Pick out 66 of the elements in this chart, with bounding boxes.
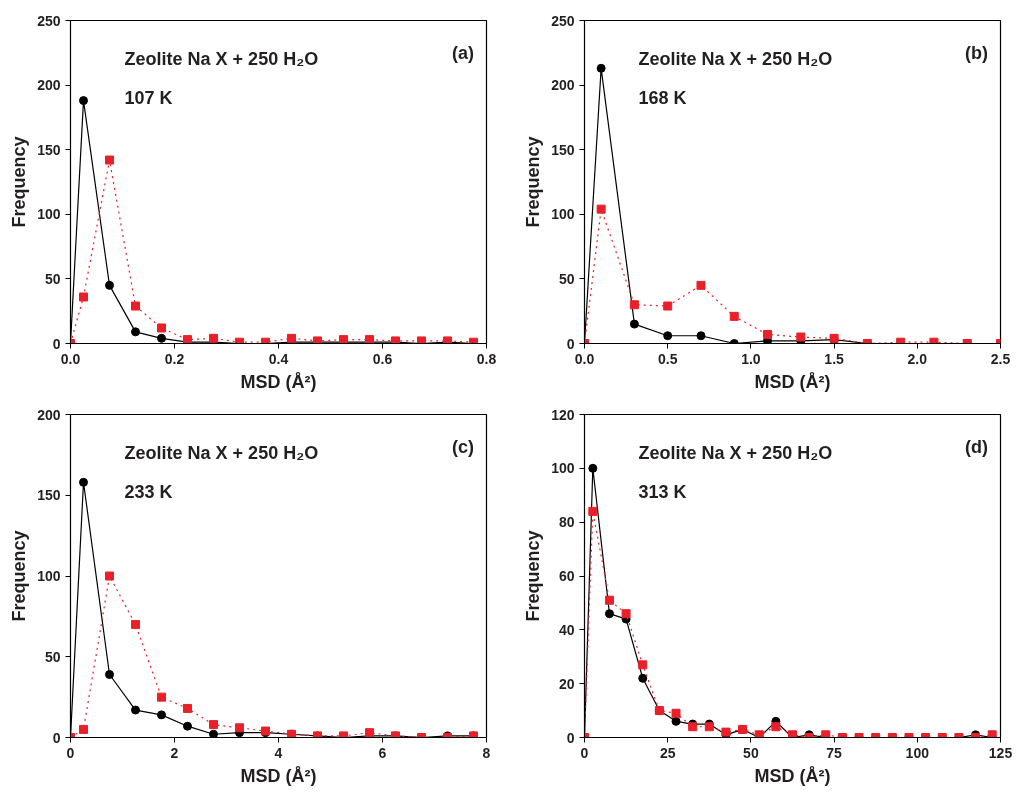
y-tick-label: 200 (551, 77, 575, 94)
x-tick-label: 0.0 (60, 350, 81, 367)
annotation: 233 K (124, 482, 173, 503)
y-tick-label: 0 (566, 729, 575, 746)
annotation: (c) (452, 436, 475, 457)
y-tick-label: 50 (558, 270, 575, 287)
y-tick-label: 40 (558, 621, 575, 638)
x-tick-label: 2 (170, 744, 179, 761)
x-axis-title: MSD (Å²) (754, 371, 831, 392)
annotation: 107 K (124, 88, 173, 109)
annotation: Zeolite Na X + 250 H₂O (124, 443, 319, 464)
x-tick-label: 0 (580, 744, 589, 761)
x-tick-label: 0.4 (268, 350, 289, 367)
annotation: (d) (965, 436, 989, 457)
y-axis-title: Frequency (9, 136, 30, 228)
x-axis-title: MSD (Å²) (240, 371, 317, 392)
y-tick-label: 50 (44, 270, 61, 287)
x-tick-label: 0.6 (372, 350, 393, 367)
x-tick-label: 0.5 (657, 350, 678, 367)
y-tick-label: 50 (44, 648, 61, 665)
annotation: (a) (452, 42, 475, 63)
y-tick-label: 250 (551, 12, 575, 29)
x-tick-label: 2.0 (907, 350, 928, 367)
x-tick-label: 75 (826, 744, 843, 761)
annotation: 313 K (638, 482, 687, 503)
y-tick-label: 250 (37, 12, 61, 29)
x-tick-label: 2.5 (990, 350, 1011, 367)
annotation: Zeolite Na X + 250 H₂O (638, 49, 833, 70)
x-tick-label: 50 (743, 744, 759, 761)
y-tick-label: 80 (558, 514, 575, 531)
y-tick-label: 100 (37, 206, 61, 223)
y-tick-label: 200 (37, 406, 61, 423)
x-tick-label: 125 (988, 744, 1013, 761)
x-tick-label: 4 (274, 744, 283, 761)
x-tick-label: 1.0 (741, 350, 761, 367)
x-tick-label: 25 (659, 744, 676, 761)
y-tick-label: 100 (551, 206, 575, 223)
x-tick-label: 0.8 (476, 350, 497, 367)
x-tick-label: 6 (378, 744, 387, 761)
y-tick-label: 0 (52, 335, 61, 352)
x-tick-label: 0.2 (164, 350, 185, 367)
annotation: 168 K (638, 88, 687, 109)
x-tick-label: 8 (482, 744, 491, 761)
y-tick-label: 200 (37, 77, 61, 94)
y-axis-title: Frequency (523, 530, 544, 622)
y-tick-label: 0 (52, 729, 61, 746)
y-tick-label: 60 (558, 568, 575, 584)
y-tick-label: 150 (551, 141, 575, 158)
x-axis-title: MSD (Å²) (240, 765, 317, 786)
annotation: Zeolite Na X + 250 H₂O (638, 443, 833, 464)
y-tick-label: 100 (37, 568, 61, 584)
y-axis-title: Frequency (523, 136, 544, 228)
y-tick-label: 150 (37, 487, 61, 504)
y-tick-label: 20 (558, 675, 575, 692)
y-axis-title: Frequency (9, 530, 30, 622)
annotation: Zeolite Na X + 250 H₂O (124, 49, 319, 70)
y-tick-label: 100 (551, 460, 575, 477)
y-tick-label: 150 (37, 141, 61, 158)
annotation: (b) (965, 42, 989, 63)
y-tick-label: 120 (551, 406, 575, 423)
x-tick-label: 100 (905, 744, 930, 761)
y-tick-label: 0 (566, 335, 575, 352)
x-tick-label: 0 (66, 744, 75, 761)
x-tick-label: 1.5 (824, 350, 845, 367)
x-tick-label: 0.0 (574, 350, 595, 367)
x-axis-title: MSD (Å²) (754, 765, 831, 786)
